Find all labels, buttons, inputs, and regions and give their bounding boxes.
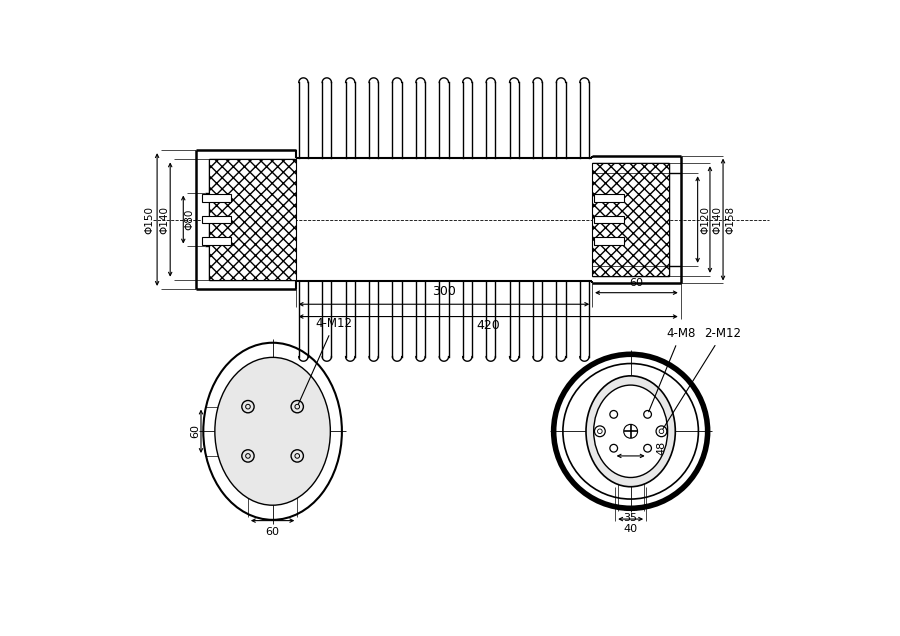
Text: 60: 60: [266, 527, 280, 537]
Text: 35: 35: [624, 513, 637, 523]
Ellipse shape: [215, 357, 330, 505]
Text: 300: 300: [432, 285, 456, 298]
Bar: [202, 237, 231, 245]
Bar: [594, 237, 625, 245]
Text: Φ80: Φ80: [184, 209, 194, 230]
Text: 60: 60: [629, 278, 643, 288]
Bar: [592, 163, 670, 276]
Ellipse shape: [594, 385, 668, 478]
Text: Φ140: Φ140: [713, 205, 723, 233]
Bar: [202, 216, 231, 223]
Bar: [202, 194, 231, 202]
Text: 48: 48: [657, 441, 667, 455]
Text: 2-M12: 2-M12: [663, 328, 741, 429]
Text: Φ158: Φ158: [725, 205, 736, 233]
Text: 60: 60: [190, 424, 200, 438]
Text: Φ120: Φ120: [700, 205, 710, 233]
Bar: [594, 216, 625, 223]
Text: 4-M12: 4-M12: [299, 317, 353, 404]
Text: Φ150: Φ150: [144, 205, 155, 233]
Bar: [594, 194, 625, 202]
Text: 4-M8: 4-M8: [649, 328, 696, 411]
Ellipse shape: [586, 376, 675, 487]
Text: 40: 40: [624, 523, 638, 534]
Text: Φ140: Φ140: [159, 205, 169, 233]
Text: 420: 420: [476, 319, 500, 332]
Bar: [210, 160, 296, 280]
